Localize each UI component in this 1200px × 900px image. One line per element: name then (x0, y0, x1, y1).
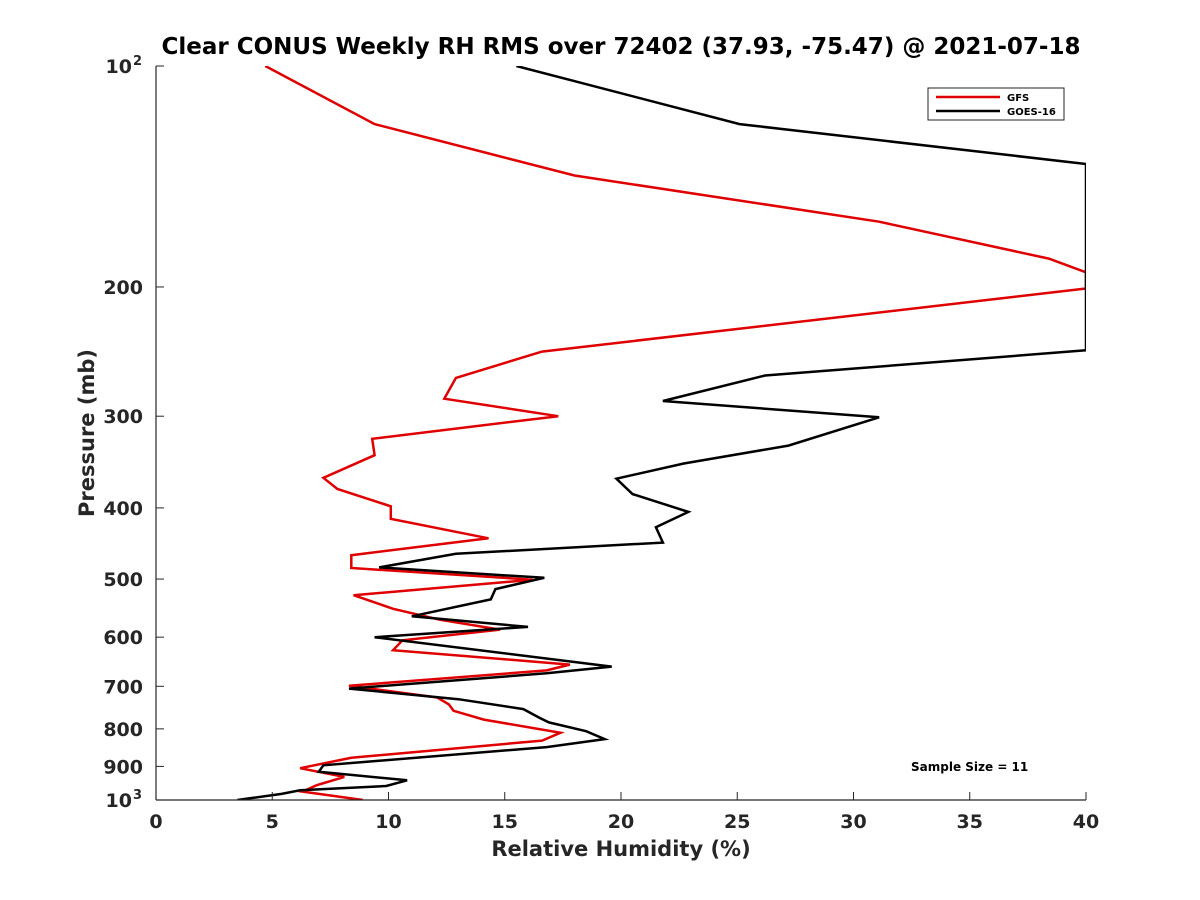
x-tick-label: 0 (149, 811, 162, 833)
y-tick-label: 300 (103, 406, 143, 428)
y-tick-label: 700 (103, 676, 143, 698)
x-tick-label: 25 (724, 811, 750, 833)
legend-label-goes16: GOES-16 (1007, 107, 1056, 118)
y-tick-label: 400 (103, 498, 143, 520)
x-tick-label: 5 (266, 811, 279, 833)
x-tick-label: 35 (957, 811, 983, 833)
sample-size-annotation: Sample Size = 11 (911, 760, 1028, 774)
series-layer (237, 66, 1086, 800)
x-tick-label: 20 (608, 811, 634, 833)
y-tick-label: 10 (106, 56, 132, 78)
x-ticks: 0 5 10 15 20 25 30 35 40 (149, 792, 1099, 833)
x-tick-label: 15 (492, 811, 518, 833)
y-tick-label: 900 (103, 756, 143, 778)
y-tick-exponent: 2 (133, 54, 142, 69)
axes (155, 66, 1086, 801)
y-tick-label: 500 (103, 569, 143, 591)
y-tick-label: 600 (103, 627, 143, 649)
chart-title: Clear CONUS Weekly RH RMS over 72402 (37… (162, 34, 1081, 60)
y-tick-label: 10 (106, 790, 132, 812)
y-tick-exponent: 3 (133, 788, 142, 803)
y-tick-label: 800 (103, 719, 143, 741)
legend-label-gfs: GFS (1007, 93, 1029, 104)
legend: GFS GOES-16 (927, 87, 1065, 121)
series-line-goes16 (237, 66, 1086, 800)
y-axis-label: Pressure (mb) (75, 349, 99, 517)
legend-box (927, 87, 1065, 121)
x-tick-label: 30 (840, 811, 866, 833)
y-tick-label: 200 (103, 277, 143, 299)
series-line-gfs (264, 66, 1086, 800)
x-tick-label: 40 (1073, 811, 1099, 833)
x-tick-label: 10 (375, 811, 401, 833)
x-axis-label: Relative Humidity (%) (491, 837, 750, 861)
